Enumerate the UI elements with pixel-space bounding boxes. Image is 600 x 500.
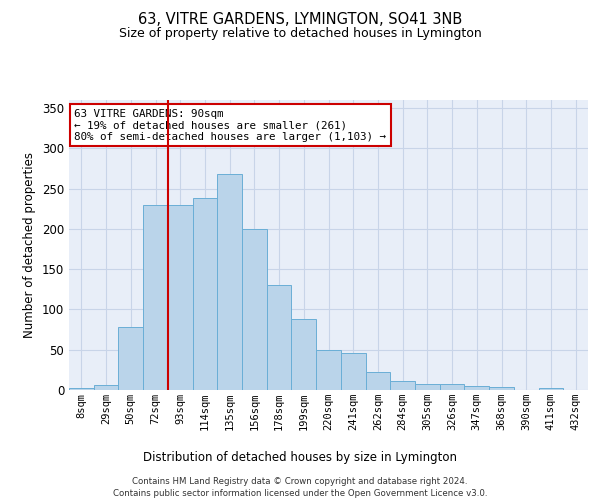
Bar — [118, 327, 143, 390]
Bar — [242, 229, 267, 390]
Bar — [415, 384, 440, 390]
Bar — [267, 286, 292, 390]
Bar — [143, 204, 168, 390]
Bar — [193, 198, 217, 390]
Text: Size of property relative to detached houses in Lymington: Size of property relative to detached ho… — [119, 28, 481, 40]
Bar — [365, 372, 390, 390]
Bar — [489, 387, 514, 390]
Bar — [316, 350, 341, 390]
Bar — [94, 385, 118, 390]
Bar — [464, 386, 489, 390]
Y-axis label: Number of detached properties: Number of detached properties — [23, 152, 37, 338]
Bar — [217, 174, 242, 390]
Bar — [390, 381, 415, 390]
Text: Distribution of detached houses by size in Lymington: Distribution of detached houses by size … — [143, 451, 457, 464]
Bar — [341, 353, 365, 390]
Bar — [168, 204, 193, 390]
Text: Contains HM Land Registry data © Crown copyright and database right 2024.
Contai: Contains HM Land Registry data © Crown c… — [113, 477, 487, 498]
Bar — [69, 388, 94, 390]
Text: 63, VITRE GARDENS, LYMINGTON, SO41 3NB: 63, VITRE GARDENS, LYMINGTON, SO41 3NB — [138, 12, 462, 28]
Bar — [440, 384, 464, 390]
Bar — [539, 388, 563, 390]
Text: 63 VITRE GARDENS: 90sqm
← 19% of detached houses are smaller (261)
80% of semi-d: 63 VITRE GARDENS: 90sqm ← 19% of detache… — [74, 108, 386, 142]
Bar — [292, 319, 316, 390]
